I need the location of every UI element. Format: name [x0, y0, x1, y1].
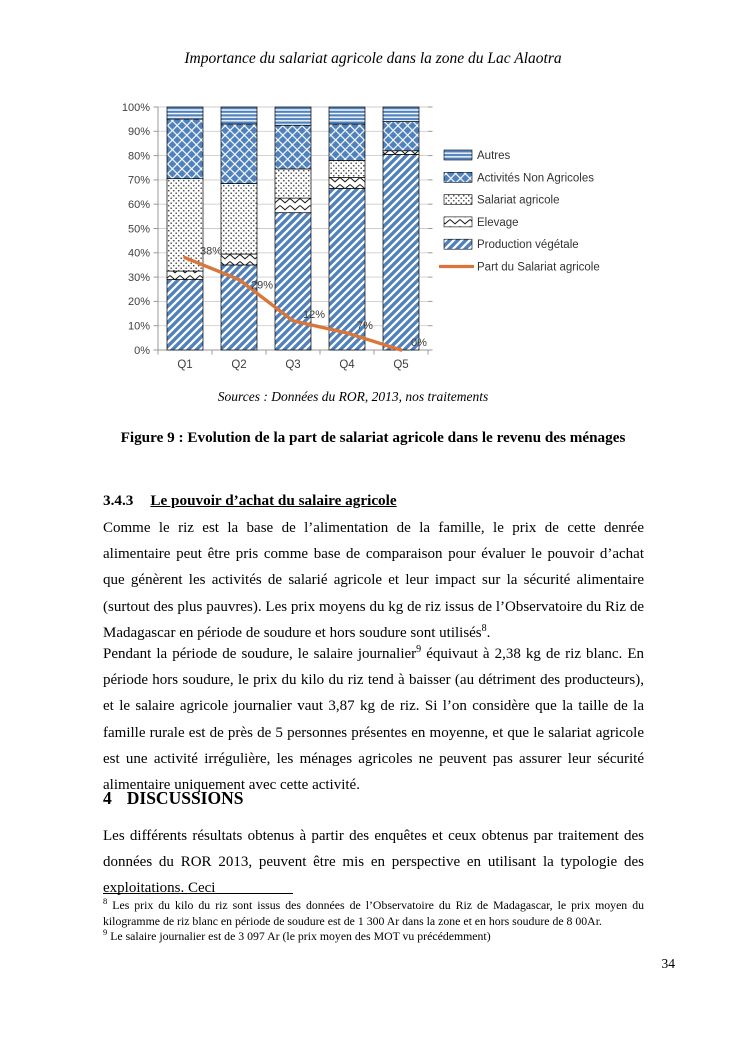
footnote-ref-8: 8: [481, 622, 487, 634]
legend-swatch: [443, 216, 473, 228]
y-tick-label: 10%: [128, 321, 150, 333]
legend-label: Elevage: [477, 217, 519, 229]
paragraph-text: équivaut à 2,38 kg de riz blanc. En péri…: [103, 646, 644, 794]
bar-segment: [328, 188, 366, 351]
bar-segment: [274, 124, 312, 170]
y-tick-label: 90%: [128, 126, 150, 138]
paragraph-discussions: Les différents résultats obtenus à parti…: [103, 823, 644, 902]
y-tick-label: 70%: [128, 175, 150, 187]
footnote-marker: 9: [103, 927, 108, 938]
section-heading-discussions: 4 DISCUSSIONS: [103, 788, 243, 809]
legend-swatch: [443, 149, 473, 161]
bar-segment: [166, 279, 204, 351]
bar-segment: [382, 154, 420, 351]
footnote-text: Les prix du kilo du riz sont issus des d…: [103, 898, 644, 928]
bar-segment: [166, 118, 204, 180]
bar-segment: [220, 123, 258, 184]
line-series: 38% 29% 12% 7% 0%: [183, 246, 427, 352]
figure-9-chart: 0% 10% 20% 30% 40% 50% 60% 70% 80% 90% 100% Q1 Q2 Q3 Q…: [110, 92, 640, 384]
legend-swatch: [443, 194, 473, 205]
line-data-label: 0%: [411, 337, 427, 349]
subsection-heading-343: 3.4.3 Le pouvoir d’achat du salaire agric…: [103, 492, 397, 510]
bar-segment: [166, 106, 204, 120]
subsection-number: 3.4.3: [103, 492, 134, 509]
y-tick-label: 40%: [128, 248, 150, 260]
page-number: 34: [661, 956, 676, 971]
paragraph-text: Comme le riz est la base de l’alimentati…: [103, 520, 644, 641]
bar-segment: [328, 177, 366, 189]
paragraph-text: .: [486, 624, 491, 641]
bar-segment: [328, 106, 366, 125]
y-tick-label: 0%: [134, 345, 150, 357]
footnote-text: Le salaire journalier est de 3 097 Ar (l…: [110, 929, 491, 944]
bar-segment: [328, 123, 366, 161]
x-category-label: Q5: [393, 359, 408, 371]
bar-segment: [274, 106, 312, 126]
footnote-marker: 8: [103, 896, 108, 907]
footnote-9: 9 Le salaire journalier est de 3 097 Ar …: [103, 927, 644, 945]
stacked-bar-chart: 0%10%20%30%40%50%60%70%80%90%100%Q1 Q2 Q3 Q…: [122, 102, 600, 371]
legend-label: Salariat agricole: [477, 195, 559, 207]
figure-source-note: Sources : Données du ROR, 2013, nos trai…: [217, 389, 489, 404]
legend-label: Activités Non Agricoles: [477, 172, 594, 184]
bar-segment: [220, 106, 258, 125]
footnotes: 8 Les prix du kilo du riz sont issus des…: [103, 896, 644, 945]
legend-label: Part du Salariat agricole: [477, 262, 600, 274]
x-category-label: Q1: [177, 359, 192, 371]
bar-segment: [166, 270, 204, 280]
paragraph-pouvoir-achat-1: Comme le riz est la base de l’alimentati…: [103, 515, 644, 646]
line-data-label: 7%: [357, 320, 373, 332]
bar-segment: [382, 106, 420, 122]
figure-caption: Figure 9 : Evolution de la part de salar…: [120, 429, 626, 446]
line-data-label: 29%: [251, 280, 273, 292]
bar-segment: [274, 168, 312, 199]
y-tick-label: 50%: [128, 223, 150, 235]
bar-segment: [274, 212, 312, 351]
stacked-bars: [166, 106, 420, 351]
chart-legend: Autres Activités Non Agricoles Salariat ag…: [439, 149, 600, 274]
footnote-separator: [103, 893, 293, 894]
bar-segment: [166, 178, 204, 272]
y-tick-label: 60%: [128, 199, 150, 211]
x-category-label: Q3: [285, 359, 300, 371]
legend-swatch: [443, 172, 473, 183]
paragraph-text: Pendant la période de soudure, le salair…: [103, 646, 417, 662]
y-tick-label: 20%: [128, 296, 150, 308]
subsection-title: Le pouvoir d’achat du salaire agricole: [150, 492, 397, 509]
x-axis-labels: Q1 Q2 Q3 Q4 Q5: [177, 359, 408, 371]
footnote-8: 8 Les prix du kilo du riz sont issus des…: [103, 896, 644, 929]
paragraph-pouvoir-achat-2: Pendant la période de soudure, le salair…: [103, 641, 644, 798]
y-tick-label: 30%: [128, 272, 150, 284]
y-tick-label: 100%: [122, 102, 150, 114]
y-axis-labels: 0% 10% 20% 30% 40% 50% 60% 70% 80% 90% 100%: [122, 102, 150, 357]
bar-segment: [274, 197, 312, 214]
running-header: Importance du salariat agricole dans la …: [184, 50, 562, 67]
footnote-ref-9: 9: [416, 644, 422, 655]
bar-segment: [382, 150, 420, 155]
legend-label: Production végétale: [477, 239, 579, 251]
bar-segment: [382, 121, 420, 152]
x-category-label: Q2: [231, 359, 246, 371]
line-data-label: 38%: [200, 246, 222, 258]
paragraph-text: Les différents résultats obtenus à parti…: [103, 828, 644, 897]
bar-segment: [220, 253, 258, 266]
line-data-label: 12%: [303, 309, 325, 321]
legend-swatch: [443, 238, 473, 250]
bar-segment: [328, 160, 366, 178]
section-title: DISCUSSIONS: [126, 788, 244, 808]
bar-segment: [220, 183, 258, 255]
y-tick-label: 80%: [128, 150, 150, 162]
x-category-label: Q4: [339, 359, 355, 371]
legend-label: Autres: [477, 150, 510, 162]
section-number: 4: [103, 788, 112, 808]
